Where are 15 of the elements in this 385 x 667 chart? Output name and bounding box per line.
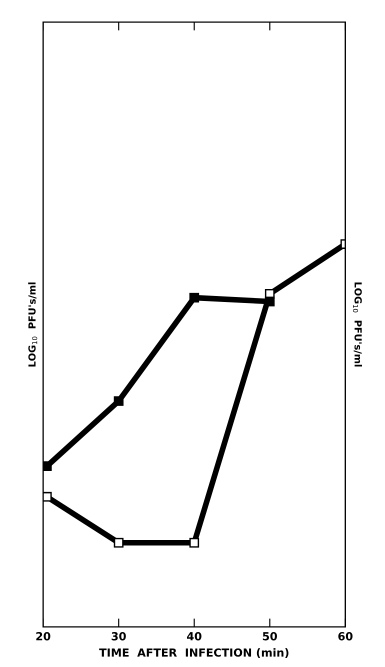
point	[43, 461, 52, 472]
point	[114, 396, 124, 406]
point	[189, 538, 200, 548]
x-tick-label: 60	[338, 632, 353, 640]
x-axis-title: TIME AFTER INFECTION (min)	[99, 648, 288, 658]
point	[43, 492, 52, 502]
x-tick-label: 30	[112, 632, 126, 640]
text: LOG$_{10}$ PFU's/ml	[28, 282, 38, 366]
point	[189, 292, 200, 303]
x-tick-label: 20	[36, 632, 50, 640]
x-tick-label: 40	[187, 632, 202, 640]
x-tick-label: 50	[262, 632, 277, 640]
point	[114, 538, 124, 548]
point	[264, 296, 275, 306]
text: LOG$_{10}$ PFU's/ml	[352, 282, 362, 366]
